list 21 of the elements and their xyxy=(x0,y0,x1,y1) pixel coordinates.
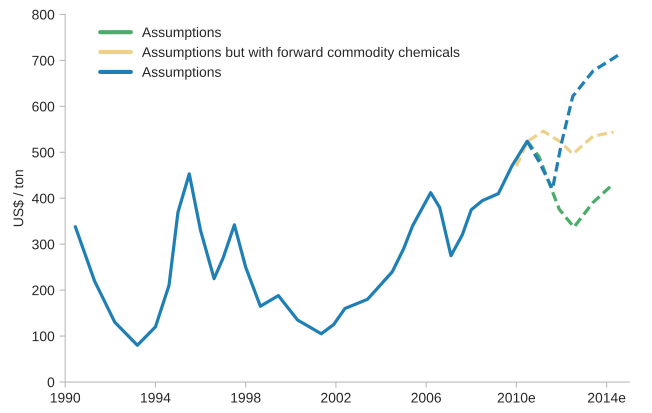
x-tick-label: 1990 xyxy=(50,392,80,403)
y-axis-title: US$ / ton xyxy=(12,170,24,226)
line-series xyxy=(514,130,615,168)
x-tick-label: 2014e xyxy=(588,392,626,403)
x-tick-label: 2006 xyxy=(411,392,441,403)
x-tick-label: 1994 xyxy=(141,392,170,403)
x-tick-label: 2002 xyxy=(321,392,351,403)
legend-label: Assumptions but with forward commodity chemicals xyxy=(142,46,460,60)
y-tick-label: 400 xyxy=(32,194,54,204)
y-tick-label: 300 xyxy=(32,240,54,250)
y-tick-label: 200 xyxy=(32,285,54,296)
y-tick-label: 0 xyxy=(48,377,54,388)
y-tick-label: 100 xyxy=(32,331,54,342)
y-tick-label: 700 xyxy=(32,56,54,66)
x-tick-label: 2010e xyxy=(498,392,536,403)
y-tick-label: 500 xyxy=(32,148,54,158)
y-tick-label: 600 xyxy=(32,102,54,112)
y-tick-label: 800 xyxy=(32,10,54,20)
legend-label: Assumptions xyxy=(142,66,221,80)
legend-label: Assumptions xyxy=(142,26,221,40)
x-tick-label: 1998 xyxy=(231,392,261,403)
